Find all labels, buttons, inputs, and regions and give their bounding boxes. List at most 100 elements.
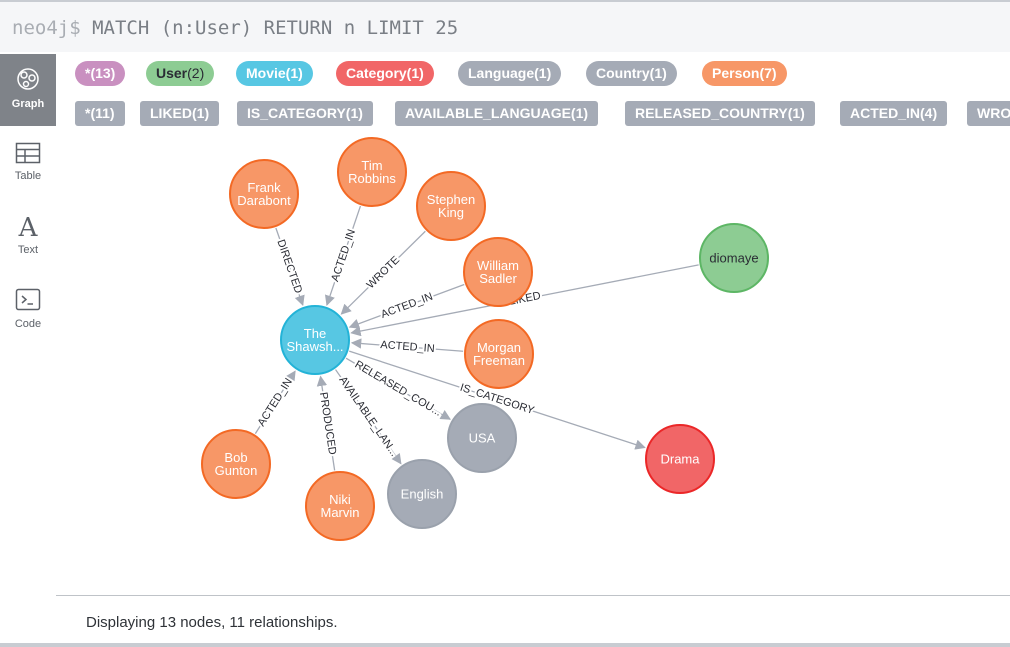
node-caption: Freeman	[473, 353, 525, 368]
relationship-label: ACTED_IN	[329, 228, 358, 283]
text-icon: A	[18, 213, 39, 240]
relationship-label: DIRECTED	[274, 238, 304, 295]
node-circle[interactable]	[201, 429, 271, 499]
svg-text:A: A	[18, 213, 39, 240]
code-icon	[15, 288, 41, 311]
label-tag-language[interactable]: Language(1)	[458, 61, 562, 86]
label-tag-movie[interactable]: Movie(1)	[236, 61, 313, 86]
table-view-button[interactable]: Table	[0, 130, 56, 202]
code-view-button[interactable]: Code	[0, 276, 56, 348]
relationship-edge[interactable]	[254, 370, 296, 434]
node-english[interactable]: English	[387, 459, 457, 529]
node-circle[interactable]	[387, 459, 457, 529]
relationship-edge[interactable]	[316, 375, 336, 471]
node-caption: Tim	[361, 158, 382, 173]
text-view-label: Text	[17, 244, 39, 256]
graph-view-label: Graph	[11, 98, 45, 110]
query-editor[interactable]: neo4j$ MATCH (n:User) RETURN n LIMIT 25	[12, 17, 458, 39]
node-circle[interactable]	[464, 319, 534, 389]
rel-tag-liked[interactable]: LIKED(1)	[140, 101, 220, 126]
node-circle[interactable]	[699, 223, 769, 293]
node-caption: Niki	[329, 492, 351, 507]
relationship-edge[interactable]	[340, 230, 426, 315]
node-caption: Sadler	[479, 271, 517, 286]
relationship-label: PRODUCED	[317, 391, 338, 455]
node-circle[interactable]	[645, 424, 715, 494]
node-caption: English	[401, 487, 444, 502]
code-view-label: Code	[14, 318, 42, 330]
bottom-divider	[0, 643, 1010, 647]
node-circle[interactable]	[447, 403, 517, 473]
rel-tag-is-category[interactable]: IS_CATEGORY(1)	[237, 101, 373, 126]
node-caption: Drama	[660, 452, 700, 467]
relationship-edge[interactable]	[335, 369, 402, 465]
relationship-edge[interactable]	[350, 338, 464, 352]
status-text: Displaying 13 nodes, 11 relationships.	[86, 614, 338, 631]
query-bar[interactable]: neo4j$ MATCH (n:User) RETURN n LIMIT 25	[0, 0, 1010, 52]
label-tag-user-count: (2)	[187, 65, 205, 81]
node-caption: diomaye	[709, 251, 758, 266]
query-prompt: neo4j$	[12, 17, 81, 39]
text-view-button[interactable]: A Text	[0, 202, 56, 274]
relationship-label: ACTED_IN	[379, 291, 434, 321]
graph-icon	[17, 68, 39, 90]
label-tag-all[interactable]: *(13)	[75, 61, 126, 86]
relationship-edge[interactable]	[349, 350, 646, 450]
node-circle[interactable]	[337, 137, 407, 207]
table-icon	[15, 142, 41, 164]
relationship-label: WROTE	[365, 254, 403, 291]
status-bar: Displaying 13 nodes, 11 relationships.	[56, 595, 1010, 647]
node-circle[interactable]	[280, 305, 350, 375]
label-tag-user[interactable]: User(2)	[146, 61, 215, 86]
rel-tag-available-language[interactable]: AVAILABLE_LANGUAGE(1)	[395, 101, 599, 126]
rel-tag-all[interactable]: *(11)	[75, 101, 125, 126]
node-caption: William	[477, 258, 519, 273]
query-text[interactable]: MATCH (n:User) RETURN n LIMIT 25	[92, 17, 459, 39]
node-caption: Stephen	[427, 192, 475, 207]
rel-tag-acted-in[interactable]: ACTED_IN(4)	[840, 101, 948, 126]
node-drama[interactable]: Drama	[645, 424, 715, 494]
relationship-edge[interactable]	[275, 227, 305, 307]
label-tag-country[interactable]: Country(1)	[586, 61, 677, 86]
rel-tag-wrote[interactable]: WRO	[967, 101, 1010, 126]
relationship-edge[interactable]	[324, 205, 362, 306]
node-circle[interactable]	[229, 159, 299, 229]
node-caption: Morgan	[477, 340, 521, 355]
node-caption: Marvin	[320, 505, 359, 520]
node-caption: USA	[469, 431, 496, 446]
node-diomaye[interactable]: diomaye	[699, 223, 769, 293]
node-caption: Bob	[224, 450, 247, 465]
node-caption: King	[438, 205, 464, 220]
rel-tag-released-country[interactable]: RELEASED_COUNTRY(1)	[625, 101, 815, 126]
node-circle[interactable]	[416, 171, 486, 241]
relationship-edge[interactable]	[345, 357, 451, 420]
node-movie[interactable]: TheShawsh...	[280, 305, 350, 375]
node-circle[interactable]	[305, 471, 375, 541]
node-caption: Gunton	[215, 463, 258, 478]
label-tag-user-name: User	[156, 65, 188, 81]
relationship-edge[interactable]	[348, 283, 465, 329]
node-caption: Robbins	[348, 171, 396, 186]
label-tag-category[interactable]: Category(1)	[336, 61, 434, 86]
graph-view-button[interactable]: Graph	[0, 54, 56, 126]
table-view-label: Table	[14, 170, 42, 182]
node-circle[interactable]	[463, 237, 533, 307]
node-usa[interactable]: USA	[447, 403, 517, 473]
view-sidebar: Graph Table A Text Code	[0, 54, 56, 599]
node-caption: Frank	[247, 180, 281, 195]
node-caption: Shawsh...	[286, 339, 343, 354]
label-tag-person[interactable]: Person(7)	[702, 61, 787, 86]
relationship-edge[interactable]	[350, 264, 699, 337]
relationship-label: ACTED_IN	[380, 339, 435, 355]
node-caption: Darabont	[237, 193, 291, 208]
relationship-label: ACTED_IN	[256, 376, 295, 428]
node-caption: The	[304, 326, 326, 341]
